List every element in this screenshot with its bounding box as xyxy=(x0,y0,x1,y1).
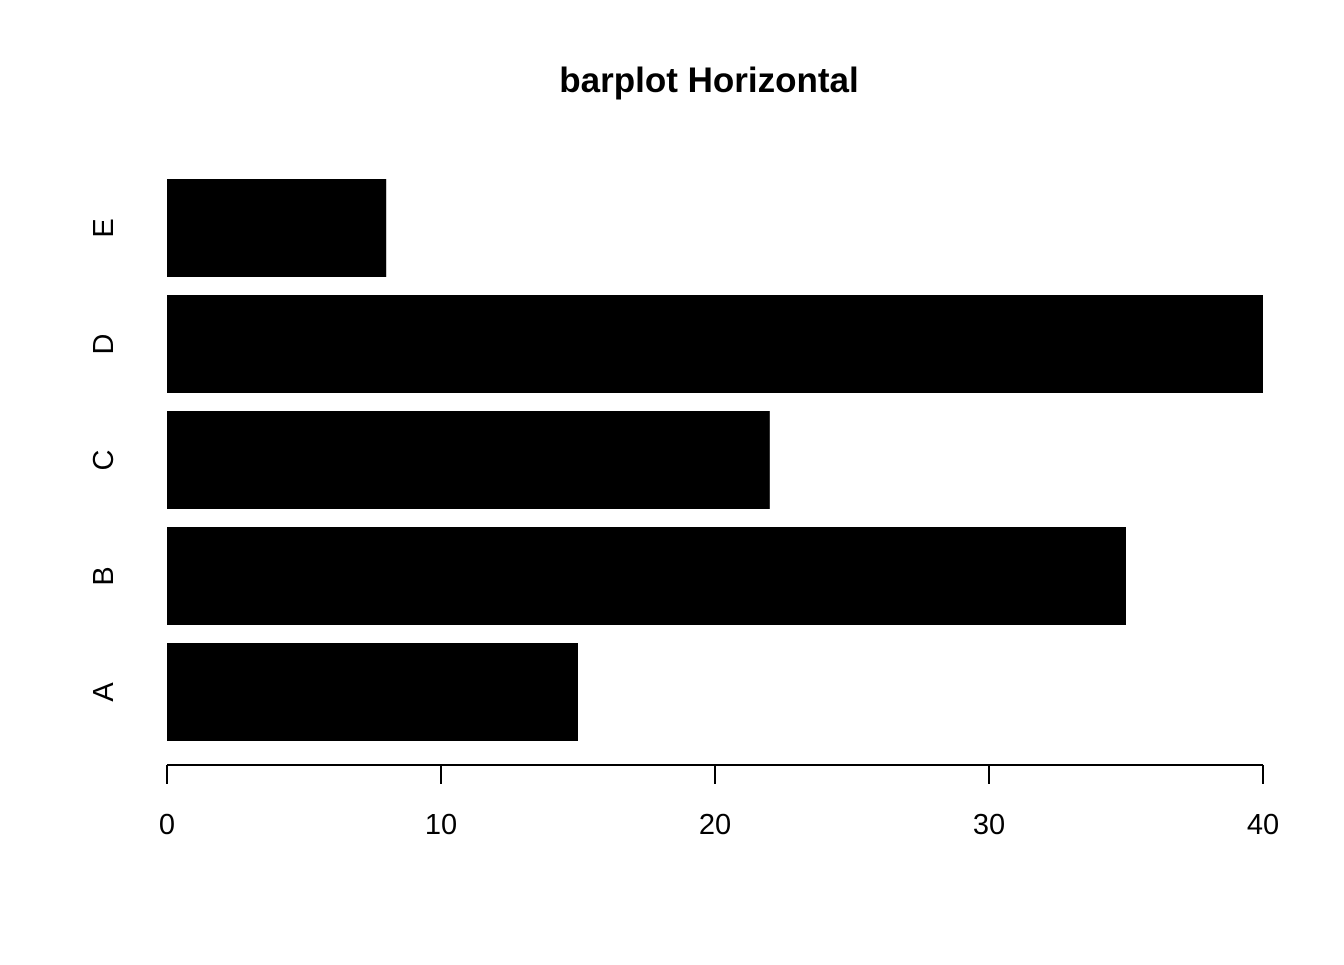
bar-d xyxy=(167,295,1263,393)
bar-c xyxy=(167,411,770,509)
y-tick-label-b: B xyxy=(88,566,120,585)
x-tick-label: 40 xyxy=(1247,809,1279,841)
y-axis-labels: A B C D E xyxy=(88,218,120,701)
y-tick-label-c: C xyxy=(88,450,120,471)
y-tick-label-a: A xyxy=(88,682,120,702)
x-axis: 0 10 20 30 40 xyxy=(159,764,1279,841)
bars-group xyxy=(167,179,1263,741)
x-tick-label: 0 xyxy=(159,809,175,841)
bar-b xyxy=(167,527,1126,625)
x-tick-label: 30 xyxy=(973,809,1005,841)
bar-e xyxy=(167,179,387,277)
y-tick-label-e: E xyxy=(88,218,120,237)
x-tick-label: 10 xyxy=(425,809,457,841)
chart-title: barplot Horizontal xyxy=(559,61,858,100)
bar-a xyxy=(167,643,578,741)
y-tick-label-d: D xyxy=(88,334,120,355)
x-tick-label: 20 xyxy=(699,809,731,841)
